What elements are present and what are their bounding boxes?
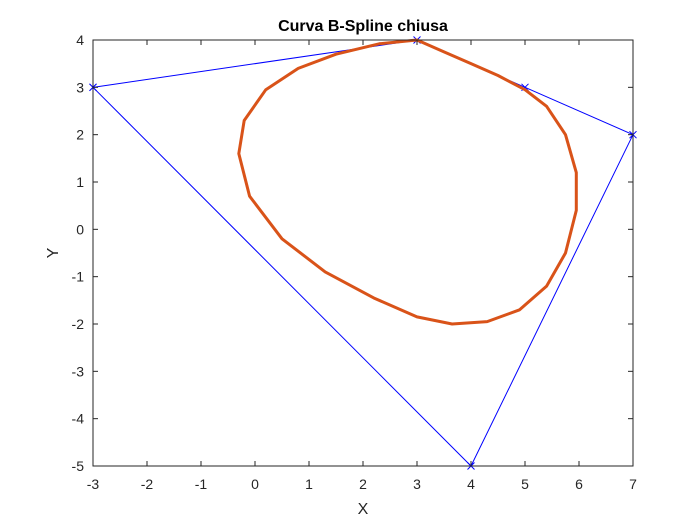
x-tick-label: -2 <box>141 476 154 492</box>
y-tick-label: 4 <box>76 32 84 48</box>
x-axis-ticks: -3 -2 -1 0 1 2 3 4 5 6 7 <box>87 40 637 492</box>
x-tick-label: -3 <box>87 476 100 492</box>
y-tick-label: -1 <box>72 269 85 285</box>
x-tick-label: 0 <box>251 476 259 492</box>
y-tick-label: 1 <box>76 174 84 190</box>
chart-title: Curva B-Spline chiusa <box>278 18 448 35</box>
b-spline-curve-line <box>237 38 578 326</box>
y-tick-label: -5 <box>72 458 85 474</box>
y-tick-label: 3 <box>76 79 84 95</box>
y-axis-label: Y <box>45 247 62 258</box>
x-tick-label: 7 <box>629 476 637 492</box>
x-tick-label: 6 <box>575 476 583 492</box>
x-tick-label: 4 <box>467 476 475 492</box>
y-tick-label: -4 <box>72 411 85 427</box>
y-tick-label: -3 <box>72 363 85 379</box>
b-spline-curve-series <box>237 38 578 326</box>
x-tick-label: 5 <box>521 476 529 492</box>
x-tick-label: -1 <box>195 476 208 492</box>
y-axis-ticks: -5 -4 -3 -2 -1 0 1 2 3 4 <box>72 32 633 474</box>
plot-area <box>93 40 633 466</box>
x-axis-label: X <box>358 501 369 518</box>
x-tick-label: 1 <box>305 476 313 492</box>
y-tick-label: 0 <box>76 221 84 237</box>
y-tick-label: 2 <box>76 127 84 143</box>
x-tick-label: 3 <box>413 476 421 492</box>
y-tick-label: -2 <box>72 316 85 332</box>
x-tick-label: 2 <box>359 476 367 492</box>
